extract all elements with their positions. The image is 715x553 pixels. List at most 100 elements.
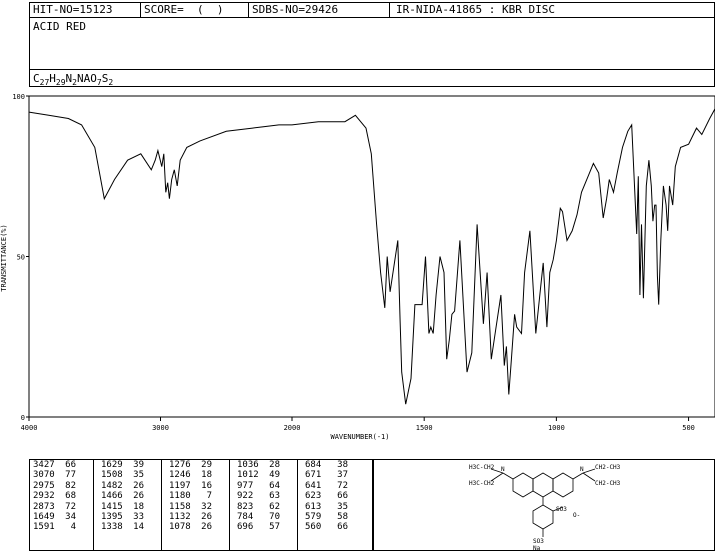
peak-wavenumber: 560 [305,522,322,533]
peak-transmittance: 58 [337,512,348,523]
y-axis-ticks: 0 50 100 [12,93,29,422]
header-divider [29,17,715,18]
peak-row: 696 57 [235,522,282,532]
peak-row: 1415 18 [99,502,146,512]
peak-transmittance: 82 [65,480,76,491]
peak-row: 784 70 [235,512,282,522]
x-tick-label: 1500 [416,424,433,432]
header-divider [389,2,390,17]
peak-row: 1012 49 [235,470,282,480]
y-tick-label: 0 [21,414,25,422]
peak-transmittance: 39 [133,460,144,470]
compound-name: ACID RED [33,20,86,33]
peak-row: 684 38 [303,460,350,470]
peak-transmittance: 37 [337,470,348,481]
peak-row: 922 63 [235,491,282,501]
peak-transmittance: 77 [65,470,76,481]
header-divider [248,2,249,17]
peak-transmittance: 64 [269,480,280,491]
ethyl-label: CH2-CH3 [595,464,621,471]
peak-table-box [29,459,373,551]
formula: C27H29N2NAO7S2 [33,72,114,88]
peak-wavenumber: 1078 [169,522,191,533]
peak-row: 1036 28 [235,460,282,470]
peak-row: 3427 66 [31,460,78,470]
peak-transmittance: 72 [337,480,348,491]
peak-row: 3070 77 [31,470,78,480]
ir-spectrum-chart: 4000 3000 2000 1500 1000 500 0 50 100 WAVENUMBE… [0,93,715,441]
peak-wavenumber: 1649 [33,512,55,523]
peak-row: 1078 26 [167,522,214,532]
nitrogen-label: N [501,466,505,473]
x-tick-label: 2000 [284,424,301,432]
peak-wavenumber: 613 [305,501,322,512]
x-axis-label: WAVENUMBER(-1) [330,433,389,441]
peak-wavenumber: 2873 [33,501,55,512]
peak-row: 1158 32 [167,502,214,512]
peak-wavenumber: 579 [305,512,322,523]
peak-transmittance: 18 [201,470,212,481]
peak-row: 2873 72 [31,502,78,512]
oxide-label: O- [573,512,580,519]
x-tick-label: 1000 [548,424,565,432]
peak-wavenumber: 922 [237,491,254,502]
peak-transmittance: 66 [65,460,76,470]
y-tick-label: 100 [12,93,25,101]
peak-row: 1338 14 [99,522,146,532]
column-divider [161,460,162,551]
peak-transmittance: 35 [133,470,144,481]
peak-row: 613 35 [303,502,350,512]
peak-transmittance: 35 [337,501,348,512]
y-tick-label: 50 [17,254,25,262]
peak-wavenumber: 3070 [33,470,55,481]
peak-row: 1591 4 [31,522,78,532]
peak-transmittance: 63 [269,491,280,502]
peak-transmittance: 34 [65,512,76,523]
peak-wavenumber: 1629 [101,460,123,470]
peak-transmittance: 72 [65,501,76,512]
peak-wavenumber: 1158 [169,501,191,512]
peak-wavenumber: 1415 [101,501,123,512]
peak-wavenumber: 1180 [169,491,191,502]
peak-transmittance: 26 [201,522,212,533]
sulfonate-label: SO3 [556,506,567,513]
peak-wavenumber: 696 [237,522,254,533]
peak-wavenumber: 2932 [33,491,55,502]
peak-transmittance: 68 [65,491,76,502]
ethyl-label: CH2-CH3 [595,480,621,487]
peak-column: 684 38 671 37 641 72 623 66 613 35 579 58 560 66 [303,460,350,533]
peak-transmittance: 57 [269,522,280,533]
peak-row: 823 62 [235,502,282,512]
peak-transmittance: 26 [201,512,212,523]
peak-transmittance: 66 [337,491,348,502]
column-divider [229,460,230,551]
peak-row: 1649 34 [31,512,78,522]
ir-info: IR-NIDA-41865 : KBR DISC [396,3,555,16]
peak-transmittance: 18 [133,501,144,512]
sodium-label: Na [533,545,541,551]
spectrum-line [28,108,715,405]
peak-transmittance: 70 [269,512,280,523]
column-divider [93,460,94,551]
peak-row: 1466 26 [99,491,146,501]
peak-row: 977 64 [235,481,282,491]
peak-row: 2975 82 [31,481,78,491]
peak-transmittance: 38 [337,460,348,470]
peak-row: 1246 18 [167,470,214,480]
peak-wavenumber: 2975 [33,480,55,491]
peak-transmittance: 66 [337,522,348,533]
peak-transmittance: 62 [269,501,280,512]
peak-wavenumber: 1132 [169,512,191,523]
peak-transmittance: 28 [269,460,280,470]
peak-wavenumber: 3427 [33,460,55,470]
peak-row: 623 66 [303,491,350,501]
peak-row: 1395 33 [99,512,146,522]
peak-wavenumber: 1482 [101,480,123,491]
peak-column: 1629 39 1508 35 1482 26 1466 26 1415 18 1395 33 1338… [99,460,146,533]
peak-row: 1180 7 [167,491,214,501]
peak-wavenumber: 1591 [33,522,55,533]
sulfonate-label: SO3 [533,538,544,545]
header-divider [140,2,141,17]
peak-row: 560 66 [303,522,350,532]
peak-wavenumber: 671 [305,470,322,481]
